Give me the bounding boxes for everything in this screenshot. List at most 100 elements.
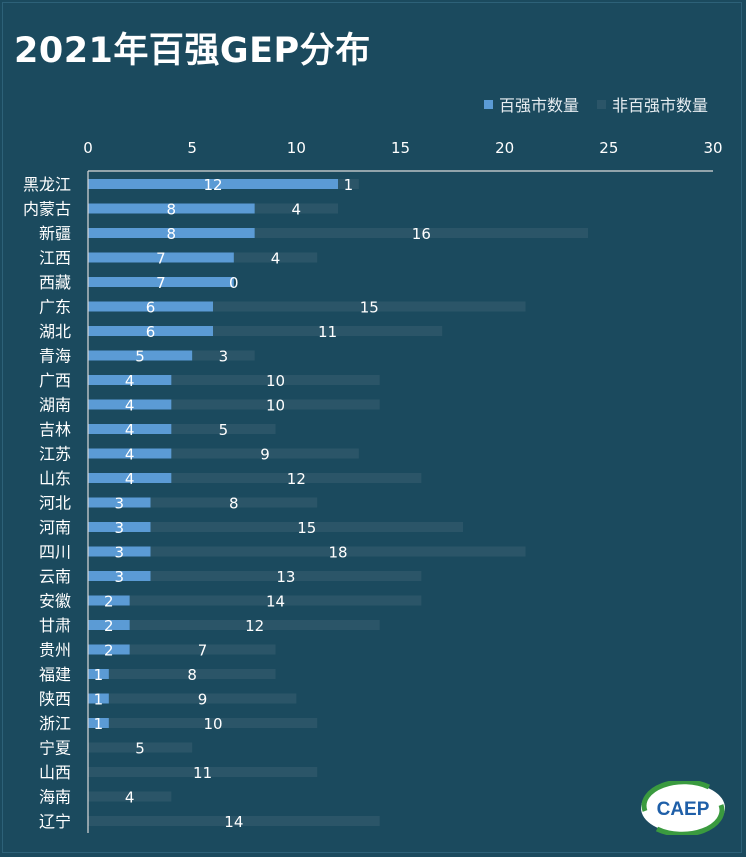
category-label: 黑龙江 [23, 175, 71, 194]
x-tick-label: 10 [287, 139, 306, 157]
bar-top100 [88, 522, 151, 532]
data-label-top100: 3 [114, 568, 124, 586]
data-label-top100: 6 [146, 323, 156, 341]
category-label: 云南 [39, 567, 71, 586]
bar-top100 [88, 326, 213, 336]
bar-non-top100 [150, 497, 318, 508]
legend-label-series1: 百强市数量 [498, 96, 579, 115]
data-label-top100: 4 [125, 397, 135, 415]
data-label-non-top100: 12 [245, 617, 264, 635]
data-label-top100: 3 [114, 544, 124, 562]
category-label: 河北 [39, 494, 71, 513]
logo-text: CAEP [657, 799, 710, 820]
x-tick-label: 15 [391, 139, 410, 157]
bar-top100 [88, 179, 338, 189]
data-label-non-top100: 11 [193, 764, 212, 782]
data-label-top100: 3 [114, 495, 124, 513]
data-label-non-top100: 3 [219, 348, 229, 366]
category-label: 山东 [39, 469, 71, 488]
x-tick-label: 5 [187, 139, 197, 157]
legend-swatch-series2 [596, 99, 606, 109]
bar-top100 [88, 424, 172, 434]
data-label-non-top100: 5 [219, 421, 229, 439]
bar-non-top100 [88, 742, 193, 753]
data-label-non-top100: 10 [266, 372, 285, 390]
data-label-non-top100: 12 [287, 470, 306, 488]
bar-non-top100 [171, 424, 276, 434]
bar-non-top100 [171, 473, 422, 483]
bar-top100 [88, 669, 109, 679]
bar-top100 [88, 620, 130, 630]
data-label-non-top100: 10 [266, 397, 285, 415]
bar-top100 [88, 203, 255, 214]
bar-non-top100 [171, 448, 359, 459]
bar-non-top100 [233, 252, 318, 263]
category-label: 江西 [39, 249, 71, 268]
data-label-non-top100: 10 [203, 715, 222, 733]
legend-item-series2: 非百强市数量 [596, 92, 708, 116]
bar-non-top100 [150, 522, 463, 532]
data-label-non-top100: 15 [360, 299, 379, 317]
data-label-non-top100: 5 [135, 740, 145, 758]
data-label-non-top100: 18 [328, 544, 347, 562]
data-label-top100: 1 [94, 666, 104, 684]
category-label: 青海 [39, 347, 71, 366]
bar-non-top100 [150, 546, 526, 557]
bar-non-top100 [108, 718, 318, 728]
caep-logo: CAEP [641, 781, 725, 835]
bar-non-top100 [108, 669, 276, 679]
data-label-top100: 2 [104, 593, 114, 611]
bar-top100 [88, 595, 130, 606]
category-label: 海南 [39, 788, 71, 807]
category-label: 宁夏 [39, 739, 71, 758]
data-label-top100: 1 [94, 715, 104, 733]
legend-label-series2: 非百强市数量 [611, 96, 708, 115]
data-label-top100: 4 [125, 372, 135, 390]
data-label-non-top100: 4 [271, 250, 281, 268]
data-label-top100: 12 [203, 176, 222, 194]
x-tick-label: 25 [599, 139, 618, 157]
bar-top100 [88, 644, 130, 655]
bar-top100 [88, 277, 234, 287]
data-label-non-top100: 8 [187, 666, 197, 684]
bar-top100 [88, 301, 213, 312]
category-label: 广东 [39, 298, 71, 317]
category-label: 贵州 [39, 641, 71, 660]
category-label: 陕西 [39, 690, 71, 709]
data-label-non-top100: 4 [125, 789, 135, 807]
data-label-non-top100: 4 [292, 201, 302, 219]
bar-top100 [88, 448, 172, 459]
data-label-top100: 6 [146, 299, 156, 317]
bar-non-top100 [88, 767, 318, 777]
bar-non-top100 [213, 326, 443, 336]
data-label-non-top100: 9 [198, 691, 208, 709]
bar-non-top100 [129, 595, 422, 606]
bar-non-top100 [108, 693, 297, 704]
x-tick-label: 30 [703, 139, 722, 157]
bar-top100 [88, 693, 109, 704]
category-label: 福建 [39, 665, 71, 684]
data-label-non-top100: 14 [224, 813, 243, 831]
bar-non-top100 [171, 375, 380, 385]
category-label: 辽宁 [39, 812, 71, 831]
bar-top100 [88, 252, 234, 263]
x-tick-label: 0 [83, 139, 93, 157]
bar-top100 [88, 718, 109, 728]
data-label-non-top100: 8 [229, 495, 239, 513]
category-label: 广西 [39, 371, 71, 390]
category-label: 山西 [39, 763, 71, 782]
data-label-non-top100: 15 [297, 519, 316, 537]
bar-top100 [88, 546, 151, 557]
data-label-top100: 7 [156, 250, 166, 268]
data-label-non-top100: 0 [229, 274, 239, 292]
category-label: 江苏 [39, 445, 71, 464]
data-label-top100: 8 [167, 225, 177, 243]
category-label: 安徽 [39, 592, 71, 611]
bar-non-top100 [171, 399, 380, 410]
data-label-non-top100: 13 [276, 568, 295, 586]
bar-non-top100 [129, 644, 276, 655]
category-label: 甘肃 [39, 616, 71, 635]
category-label: 四川 [39, 543, 71, 562]
x-tick-label: 20 [495, 139, 514, 157]
